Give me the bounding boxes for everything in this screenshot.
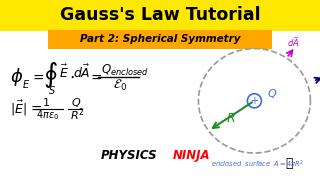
Text: $Q_{enclosed}$: $Q_{enclosed}$ xyxy=(101,63,149,78)
Text: $Q$: $Q$ xyxy=(267,87,277,100)
Text: PHYSICS: PHYSICS xyxy=(101,149,157,162)
Text: $=$: $=$ xyxy=(88,69,103,84)
Text: $=$: $=$ xyxy=(30,69,45,84)
Text: $\cdot$: $\cdot$ xyxy=(69,68,75,86)
Text: $S$: $S$ xyxy=(48,84,56,96)
Text: $Q$: $Q$ xyxy=(71,96,81,109)
Text: $\mathcal{E}_0$: $\mathcal{E}_0$ xyxy=(113,77,127,93)
FancyBboxPatch shape xyxy=(0,0,320,31)
Text: NINJA: NINJA xyxy=(173,149,211,162)
Text: $d\vec{A}$: $d\vec{A}$ xyxy=(73,63,91,81)
Text: $1$: $1$ xyxy=(42,96,50,108)
Text: $+$: $+$ xyxy=(250,95,259,106)
Text: Gauss's Law Tutorial: Gauss's Law Tutorial xyxy=(60,6,260,24)
Text: ⛹: ⛹ xyxy=(286,157,293,170)
Text: $\phi$: $\phi$ xyxy=(10,66,23,87)
Text: $=$: $=$ xyxy=(28,101,43,115)
Text: Part 2: Spherical Symmetry: Part 2: Spherical Symmetry xyxy=(80,34,240,44)
Text: $\oint$: $\oint$ xyxy=(43,60,58,90)
Text: enclosed  surface  $A=4\pi R^2$: enclosed surface $A=4\pi R^2$ xyxy=(211,159,304,170)
Text: $R$: $R$ xyxy=(226,112,235,125)
Text: $E$: $E$ xyxy=(22,78,30,90)
FancyBboxPatch shape xyxy=(48,30,272,49)
Text: $\vec{E}$: $\vec{E}$ xyxy=(59,63,69,81)
Text: $4\pi\varepsilon_0$: $4\pi\varepsilon_0$ xyxy=(36,108,60,122)
Text: $d\vec{A}$: $d\vec{A}$ xyxy=(287,35,300,49)
Text: $R^2$: $R^2$ xyxy=(70,107,84,123)
Text: $|\vec{E}|$: $|\vec{E}|$ xyxy=(10,98,26,118)
